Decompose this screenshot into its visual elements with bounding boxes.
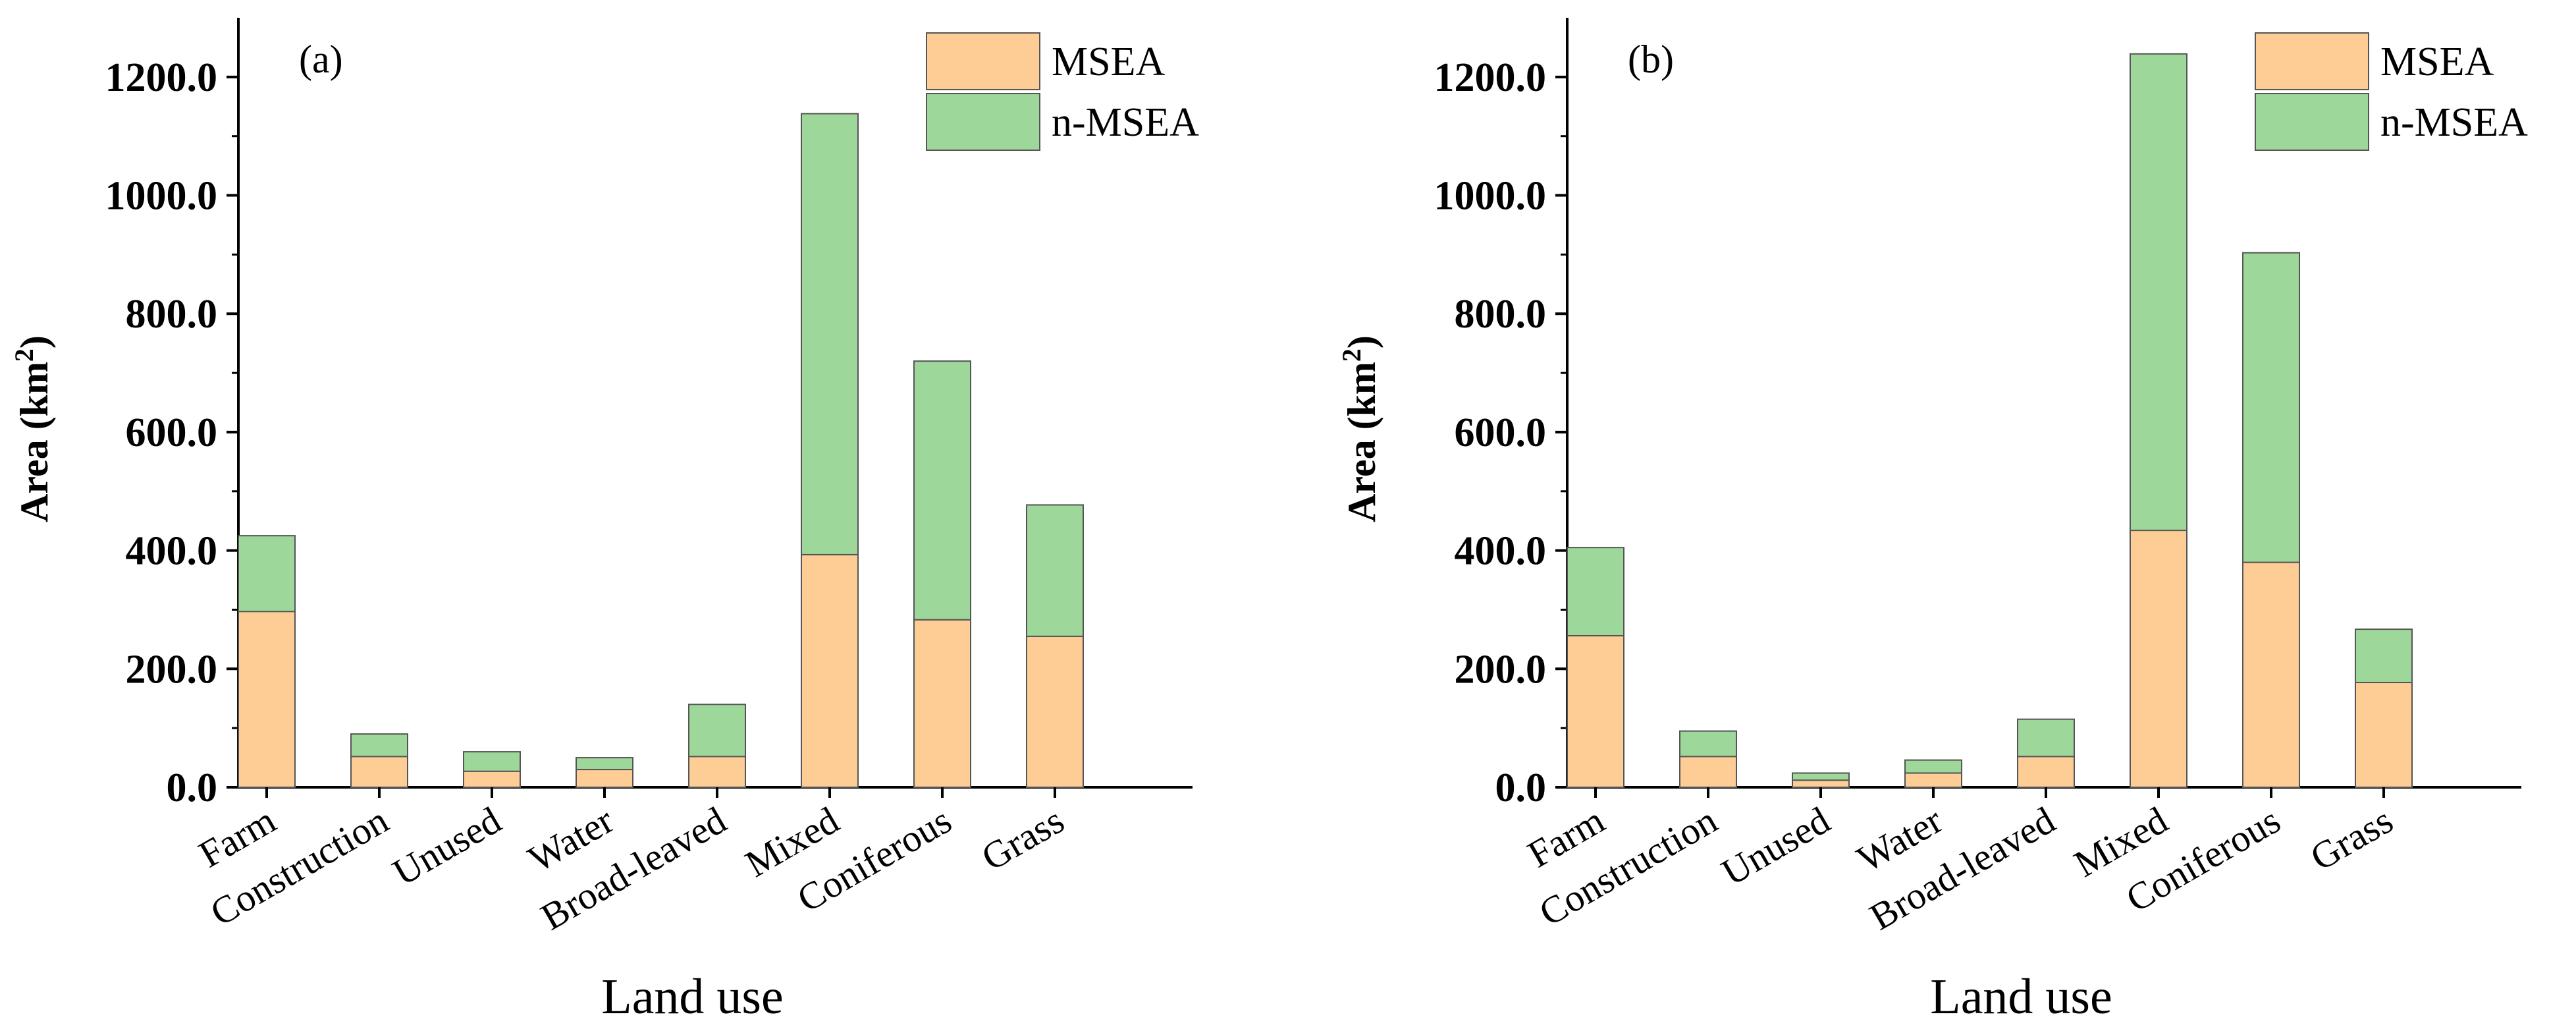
x-tick-label: Grass (2303, 798, 2400, 879)
y-tick-label: 0.0 (1495, 766, 1547, 810)
bar-n-msea-farm (238, 535, 296, 613)
bar-n-msea-coniferous (913, 360, 971, 621)
y-tick-label: 1000.0 (1434, 174, 1547, 219)
bar-msea-broad-leaved (688, 756, 746, 789)
bar-msea-coniferous (2242, 561, 2300, 788)
y-tick-label: 1000.0 (105, 174, 218, 219)
bar-n-msea-water (1904, 759, 1962, 774)
bar-msea-grass (1026, 635, 1084, 789)
chart-panel-b: 0.0200.0400.0600.0800.01000.01200.0FarmC… (1337, 18, 2528, 1024)
panel-label: (b) (1628, 38, 1674, 81)
bar-msea-mixed (801, 553, 859, 788)
y-axis-label: Area (km2) (1337, 335, 1383, 522)
bar-n-msea-mixed (2130, 53, 2187, 532)
bar-n-msea-farm (1567, 547, 1624, 636)
x-tick-label: Unused (386, 798, 508, 894)
x-axis-label: Land use (601, 969, 783, 1024)
bar-msea-farm (238, 611, 296, 788)
legend-label-n-msea: n-MSEA (1052, 100, 1199, 145)
bar-n-msea-construction (1679, 730, 1737, 758)
y-tick-label: 200.0 (1455, 647, 1547, 692)
bar-n-msea-mixed (801, 113, 859, 555)
y-tick-label: 1200.0 (1434, 55, 1547, 100)
x-axis-label: Land use (1930, 969, 2112, 1024)
panel-label: (a) (299, 38, 343, 81)
bar-msea-grass (2355, 681, 2413, 788)
chart-panel-a: 0.0200.0400.0600.0800.01000.01200.0FarmC… (9, 18, 1199, 1024)
bar-n-msea-broad-leaved (2017, 718, 2075, 758)
bar-msea-unused (1792, 779, 1850, 789)
legend-label-msea: MSEA (2380, 40, 2494, 84)
bar-msea-farm (1567, 634, 1624, 788)
bar-msea-unused (463, 770, 521, 789)
bar-n-msea-unused (463, 751, 521, 772)
y-tick-label: 600.0 (126, 410, 218, 455)
bar-n-msea-grass (2355, 628, 2413, 683)
bar-n-msea-construction (350, 733, 408, 758)
bar-msea-water (1904, 772, 1962, 788)
legend-swatch-msea (2255, 32, 2369, 90)
bar-n-msea-unused (1792, 772, 1850, 781)
y-axis-label: Area (km2) (9, 335, 56, 522)
bar-msea-water (576, 769, 633, 788)
legend-swatch-n-msea (926, 93, 1040, 151)
bar-msea-construction (350, 756, 408, 789)
bar-msea-coniferous (913, 619, 971, 789)
legend-label-n-msea: n-MSEA (2380, 100, 2528, 145)
y-tick-label: 400.0 (1455, 529, 1547, 574)
y-tick-label: 0.0 (167, 766, 218, 810)
y-tick-label: 200.0 (126, 647, 218, 692)
y-tick-label: 800.0 (126, 292, 218, 337)
bar-msea-mixed (2130, 530, 2187, 788)
legend-swatch-msea (926, 32, 1040, 90)
bar-n-msea-coniferous (2242, 252, 2300, 563)
bar-msea-construction (1679, 756, 1737, 789)
bar-n-msea-grass (1026, 504, 1084, 637)
x-tick-label: Grass (975, 798, 1071, 879)
legend-swatch-n-msea (2255, 93, 2369, 151)
y-tick-label: 600.0 (1455, 410, 1547, 455)
bar-n-msea-water (576, 757, 633, 771)
bar-n-msea-broad-leaved (688, 704, 746, 758)
legend-label-msea: MSEA (1052, 40, 1165, 84)
y-tick-label: 800.0 (1455, 292, 1547, 337)
bar-msea-broad-leaved (2017, 756, 2075, 789)
y-tick-label: 400.0 (126, 529, 218, 574)
y-tick-label: 1200.0 (105, 55, 218, 100)
x-tick-label: Unused (1715, 798, 1837, 894)
